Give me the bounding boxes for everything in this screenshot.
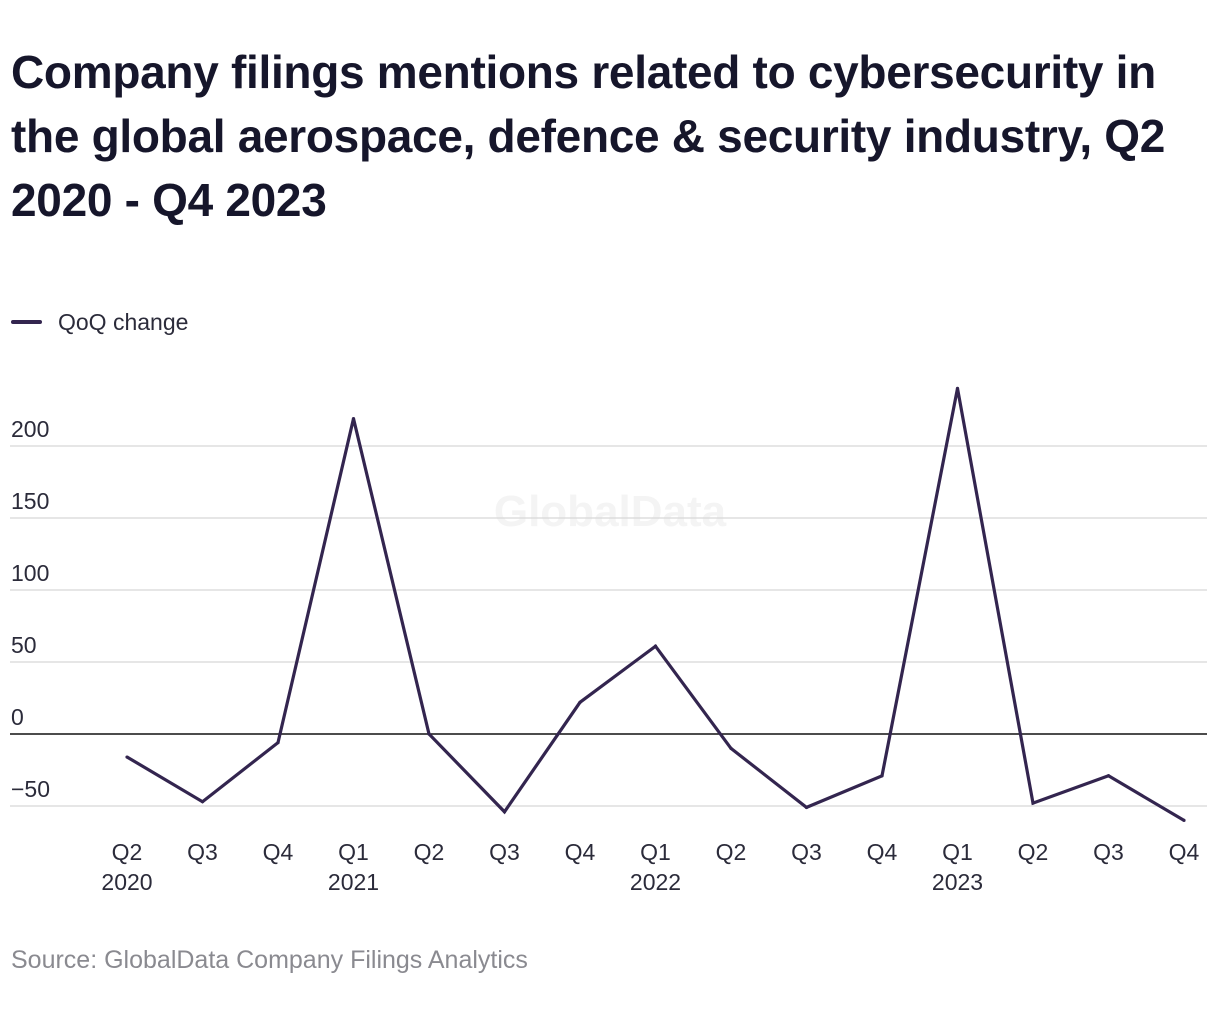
data-point [1031, 801, 1035, 805]
y-tick-label: 50 [11, 632, 37, 658]
data-point [653, 644, 658, 648]
x-tick-label: Q4 [1169, 839, 1200, 865]
x-tick-label: Q3 [1093, 839, 1124, 865]
x-tick-label: Q2 [716, 839, 747, 865]
source-note: Source: GlobalData Company Filings Analy… [11, 946, 528, 974]
x-tick-label: Q2 [112, 839, 143, 865]
legend-label: QoQ change [58, 308, 189, 335]
x-tick-label: Q1 [338, 839, 369, 865]
x-tick-label: Q1 [640, 839, 671, 865]
gridlines [10, 445, 1207, 807]
x-axis-ticks: Q2 2020 Q3 Q4 Q1 2021 Q2 Q3 Q4 Q1 2022 Q2 Q3 Q4 Q1 2023… [101, 839, 1199, 895]
y-tick-label: 100 [11, 560, 49, 586]
x-tick-label: Q1 [942, 839, 973, 865]
x-year-label: 2021 [328, 869, 379, 895]
x-year-label: 2022 [630, 869, 681, 895]
data-point [351, 417, 356, 421]
data-point [955, 386, 960, 390]
y-tick-label: 200 [11, 416, 49, 442]
data-point [1182, 818, 1186, 823]
data-point [276, 741, 280, 745]
data-point [200, 800, 205, 804]
legend: QoQ change [11, 306, 188, 338]
chart-title: Company filings mentions related to cybe… [11, 46, 1166, 226]
x-tick-label: Q3 [791, 839, 822, 865]
x-tick-label: Q3 [187, 839, 218, 865]
data-point [804, 805, 809, 810]
data-point [427, 732, 431, 736]
x-tick-label: Q4 [867, 839, 898, 865]
x-tick-label: Q2 [414, 839, 445, 865]
line-chart: −50 0 50 100 150 200 Q2 2020 Q3 Q4 Q1 2021 Q2 Q3 Q4 Q1… [10, 386, 1207, 895]
data-point [729, 746, 733, 751]
x-tick-label: Q4 [263, 839, 294, 865]
data-point [502, 810, 507, 814]
data-point [880, 774, 884, 778]
data-point [1106, 774, 1111, 778]
x-tick-label: Q2 [1018, 839, 1049, 865]
x-tick-label: Q4 [565, 839, 596, 865]
legend-swatch [11, 320, 42, 324]
series-layer [125, 386, 1186, 823]
x-year-label: 2023 [932, 869, 983, 895]
x-year-label: 2020 [101, 869, 152, 895]
y-tick-label: 0 [11, 704, 24, 730]
y-tick-label: −50 [11, 776, 50, 802]
x-tick-label: Q3 [489, 839, 520, 865]
y-axis-ticks: −50 0 50 100 150 200 [11, 416, 50, 802]
y-tick-label: 150 [11, 488, 49, 514]
data-point [125, 755, 129, 759]
series-line [126, 388, 1185, 822]
data-point [578, 700, 582, 704]
